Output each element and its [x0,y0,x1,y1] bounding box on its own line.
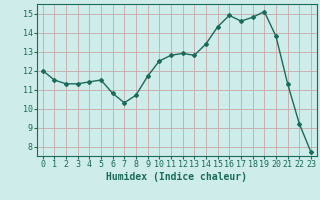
X-axis label: Humidex (Indice chaleur): Humidex (Indice chaleur) [106,172,247,182]
